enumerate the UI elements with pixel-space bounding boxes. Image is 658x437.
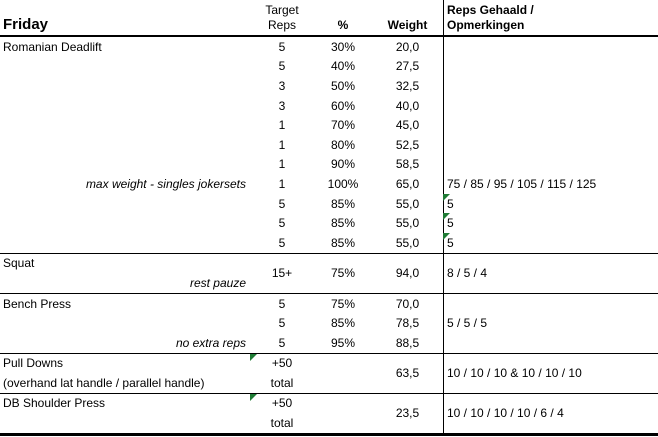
cell-weight[interactable]: 55,0	[395, 216, 420, 231]
cell-weight[interactable]: 20,0	[395, 39, 420, 54]
cell-weight[interactable]: 52,5	[395, 137, 420, 152]
section-bench-press: Bench Press no extra reps 5 75% 70,0 5 8…	[0, 292, 658, 353]
target-reps-value: +50	[271, 356, 293, 371]
col-header-results-line2: Opmerkingen	[447, 18, 525, 32]
cell-pct[interactable]: 100%	[327, 176, 359, 191]
error-flag-icon	[250, 393, 257, 401]
cell-target-reps[interactable]: 5	[278, 235, 286, 250]
cell-target-reps-total[interactable]: total	[270, 416, 294, 431]
col-header-pct: %	[337, 18, 349, 32]
section-squat: Squat rest pauze 15+ 75% 94,0 8 / 5 / 4	[0, 252, 658, 293]
cell-result[interactable]: 5	[443, 232, 658, 253]
cell-target-reps[interactable]: 5	[278, 296, 286, 311]
cell-weight[interactable]: 55,0	[395, 196, 420, 211]
cell-weight[interactable]: 45,0	[395, 118, 420, 133]
exercise-name: Bench Press	[3, 296, 72, 311]
cell-result[interactable]: 5 / 5 / 5	[447, 316, 488, 331]
cell-target-reps[interactable]: 5	[278, 39, 286, 54]
col-header-target-line2: Reps	[267, 18, 296, 32]
cell-target-reps[interactable]: 3	[278, 78, 286, 93]
cell-pct[interactable]: 40%	[330, 59, 356, 74]
col-header-results: Reps Gehaald / Opmerkingen	[443, 3, 658, 35]
cell-target-reps[interactable]: +50	[250, 353, 314, 374]
cell-target-reps[interactable]: 1	[278, 157, 286, 172]
section-pull-downs: Pull Downs (overhand lat handle / parall…	[0, 352, 658, 393]
result-value: 5	[447, 216, 454, 231]
cell-result[interactable]: 10 / 10 / 10 & 10 / 10 / 10	[447, 366, 582, 381]
cell-target-reps[interactable]: +50	[250, 393, 314, 414]
cell-weight[interactable]: 70,0	[395, 296, 420, 311]
cell-pct[interactable]: 85%	[330, 235, 356, 250]
cell-weight[interactable]: 23,5	[395, 406, 420, 421]
col-header-target-reps: Target Reps	[250, 3, 314, 35]
cell-weight[interactable]: 40,0	[395, 98, 420, 113]
cell-result[interactable]: 75 / 85 / 95 / 105 / 115 / 125	[447, 176, 597, 191]
error-flag-icon	[250, 353, 257, 361]
table-header: Friday Target Reps % Weight Reps Gehaald…	[0, 0, 658, 37]
cell-target-reps[interactable]: 5	[278, 316, 286, 331]
cell-pct[interactable]: 75%	[330, 266, 356, 281]
set-note: rest pauze	[189, 275, 246, 290]
col-header-results-line1: Reps Gehaald /	[447, 3, 534, 17]
cell-weight[interactable]: 94,0	[395, 266, 420, 281]
cell-pct[interactable]: 70%	[330, 118, 356, 133]
cell-weight[interactable]: 63,5	[395, 366, 420, 381]
cell-pct[interactable]: 90%	[330, 157, 356, 172]
exercise-name: DB Shoulder Press	[3, 396, 106, 411]
cell-pct[interactable]: 85%	[330, 316, 356, 331]
result-value: 5	[447, 235, 454, 250]
cell-weight[interactable]: 58,5	[395, 157, 420, 172]
cell-result[interactable]: 8 / 5 / 4	[447, 266, 488, 281]
cell-result[interactable]: 5	[443, 193, 658, 214]
cell-pct[interactable]: 50%	[330, 78, 356, 93]
target-reps-value: +50	[271, 396, 293, 411]
cell-weight[interactable]: 78,5	[395, 316, 420, 331]
cell-target-reps[interactable]: 1	[278, 118, 286, 133]
cell-target-reps[interactable]: 5	[278, 216, 286, 231]
section-db-shoulder-press: DB Shoulder Press +50 total 23,5 10 / 10…	[0, 392, 658, 436]
cell-pct[interactable]: 95%	[330, 335, 356, 350]
cell-target-reps[interactable]: 5	[278, 196, 286, 211]
error-flag-icon	[443, 213, 450, 221]
cell-result[interactable]: 5	[443, 213, 658, 233]
cell-pct[interactable]: 30%	[330, 39, 356, 54]
cell-target-reps[interactable]: 5	[278, 59, 286, 74]
cell-weight[interactable]: 88,5	[395, 335, 420, 350]
cell-target-reps[interactable]: 1	[278, 137, 286, 152]
cell-target-reps[interactable]: 3	[278, 98, 286, 113]
error-flag-icon	[443, 232, 450, 240]
exercise-name: Romanian Deadlift	[3, 39, 102, 54]
exercise-name: Squat	[3, 256, 35, 271]
cell-target-reps-total[interactable]: total	[270, 375, 294, 390]
cell-result[interactable]: 10 / 10 / 10 / 10 / 6 / 4	[447, 406, 564, 421]
set-note: max weight - singles jokersets	[85, 176, 246, 191]
cell-target-reps[interactable]: 15+	[271, 266, 293, 281]
error-flag-icon	[443, 193, 450, 201]
cell-weight[interactable]: 65,0	[395, 176, 420, 191]
cell-weight[interactable]: 32,5	[395, 78, 420, 93]
set-note: no extra reps	[175, 335, 246, 350]
cell-pct[interactable]: 85%	[330, 196, 356, 211]
cell-target-reps[interactable]: 1	[278, 176, 286, 191]
cell-weight[interactable]: 55,0	[395, 235, 420, 250]
exercise-name-detail: (overhand lat handle / parallel handle)	[3, 375, 205, 390]
result-value: 5	[447, 196, 454, 211]
cell-weight[interactable]: 27,5	[395, 59, 420, 74]
cell-pct[interactable]: 60%	[330, 98, 356, 113]
col-header-target-line1: Target	[265, 3, 299, 17]
cell-pct[interactable]: 75%	[330, 296, 356, 311]
cell-pct[interactable]: 80%	[330, 137, 356, 152]
col-header-weight: Weight	[387, 18, 428, 32]
cell-target-reps[interactable]: 5	[278, 335, 286, 350]
day-title: Friday	[3, 16, 49, 33]
cell-pct[interactable]: 85%	[330, 216, 356, 231]
exercise-name: Pull Downs	[3, 356, 64, 371]
section-romanian-deadlift: Romanian Deadlift 5 30% 20,0 5 40% 27,5 …	[0, 37, 658, 253]
